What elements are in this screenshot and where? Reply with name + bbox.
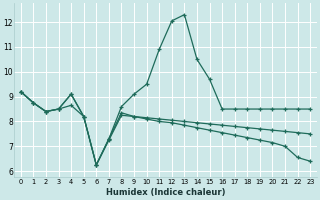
X-axis label: Humidex (Indice chaleur): Humidex (Indice chaleur) <box>106 188 225 197</box>
